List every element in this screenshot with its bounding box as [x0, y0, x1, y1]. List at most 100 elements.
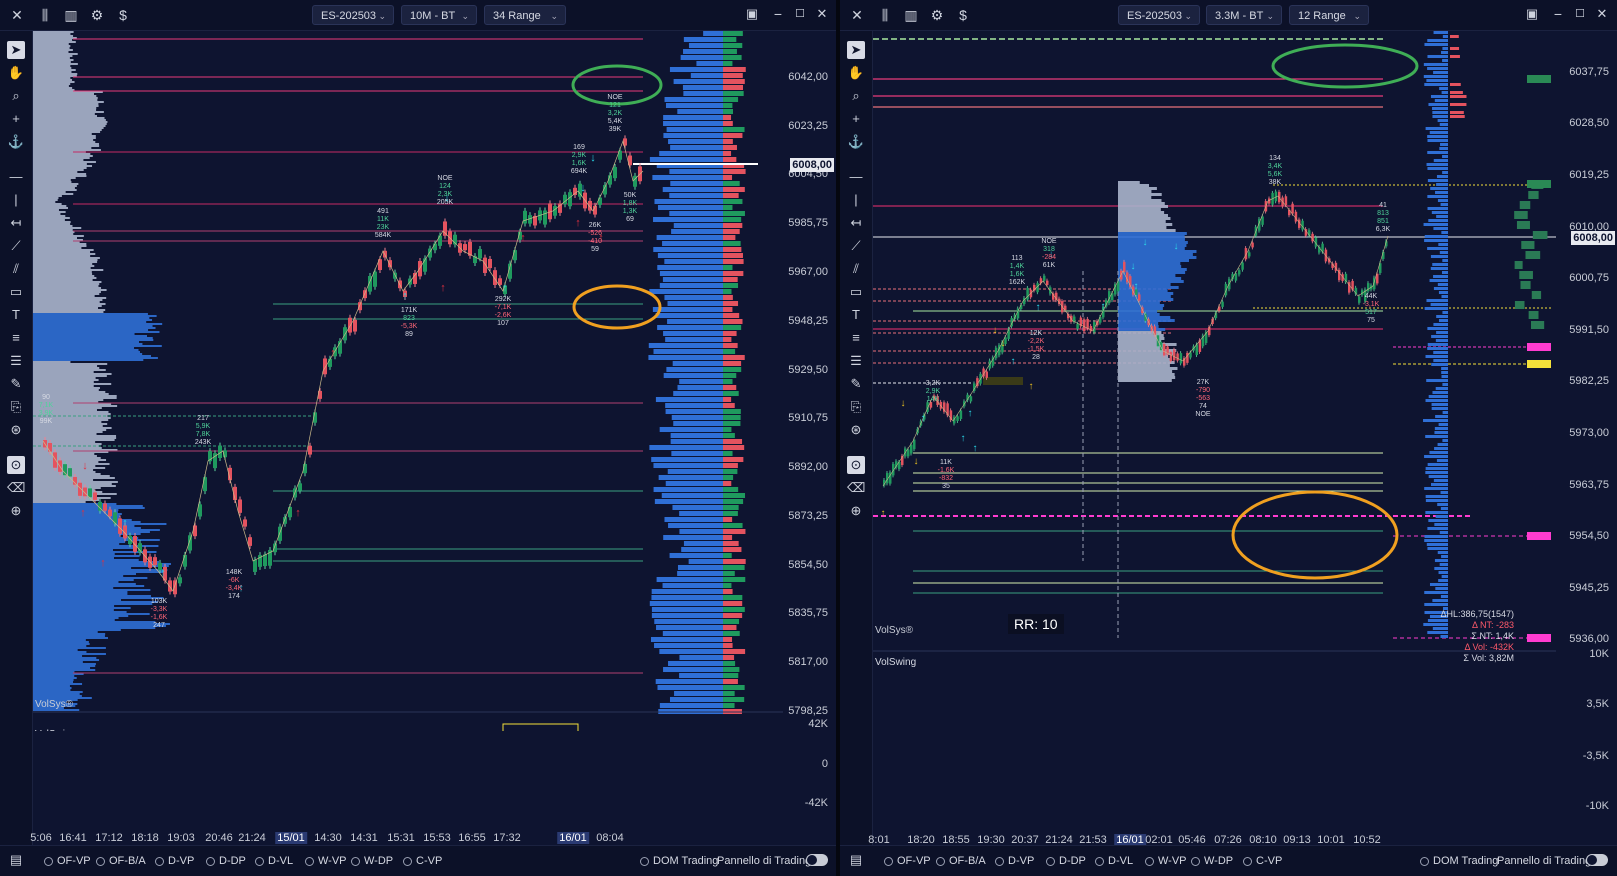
- radio-w-vp[interactable]: W-VP: [1145, 855, 1187, 867]
- close-icon[interactable]: ✕: [11, 7, 23, 23]
- close-window-icon[interactable]: ✕: [816, 6, 828, 21]
- vline-icon[interactable]: |: [854, 192, 858, 207]
- dollar-icon[interactable]: $: [119, 7, 127, 23]
- cursor-icon[interactable]: ➤: [7, 41, 25, 59]
- price-chart[interactable]: ↓↓↓↑↑↑↑↑↓↑↑↑↑↑↑↑↑NOE1213,2K5,4K39K1692,9…: [33, 31, 783, 731]
- menu-icon[interactable]: ▤: [9, 852, 23, 867]
- brush-icon[interactable]: ✎: [10, 376, 22, 391]
- fib-icon[interactable]: ⫽: [853, 261, 859, 276]
- price-chart[interactable]: ↓↓ ↓↓↑↑↑↑↑↑↑↑↑↓↓↓↑↓1343,4K5,6K38K41813851…: [873, 31, 1556, 671]
- panel-divider[interactable]: [836, 0, 840, 876]
- minimize-icon[interactable]: −: [1553, 6, 1563, 22]
- eraser-icon[interactable]: ⌫: [847, 480, 866, 495]
- radio-c-vp[interactable]: C-VP: [403, 855, 442, 867]
- range-dropdown[interactable]: 12 Range ⌄: [1289, 5, 1369, 25]
- range-dropdown[interactable]: 34 Range ⌄: [484, 5, 566, 25]
- radio-w-vp[interactable]: W-VP: [305, 855, 347, 867]
- anchor-icon[interactable]: ⚓: [847, 134, 865, 149]
- radio-w-dp[interactable]: W-DP: [1191, 855, 1233, 867]
- measure-icon[interactable]: ⎘: [10, 399, 22, 414]
- candles-icon[interactable]: ⫼: [41, 7, 49, 23]
- profile-bar: [33, 397, 117, 399]
- radio-d-vp[interactable]: D-VP: [995, 855, 1034, 867]
- settings-icon[interactable]: ⚙: [90, 7, 104, 23]
- hook-icon[interactable]: ⊙: [7, 456, 25, 474]
- menu-icon[interactable]: ☰: [10, 353, 22, 368]
- anchor-icon[interactable]: ⚓: [7, 134, 25, 149]
- radio-d-vl[interactable]: D-VL: [255, 855, 293, 867]
- bars-icon[interactable]: ▥: [904, 7, 918, 23]
- hand-icon[interactable]: ✋: [7, 65, 25, 80]
- menu-icon[interactable]: ☰: [850, 353, 862, 368]
- text-icon[interactable]: T: [852, 307, 860, 322]
- radio-w-dp[interactable]: W-DP: [351, 855, 393, 867]
- measure-icon[interactable]: ⎘: [850, 399, 862, 414]
- radio-of-b-a[interactable]: OF-B/A: [96, 855, 146, 867]
- timeframe-dropdown[interactable]: 3.3M - BT ⌄: [1206, 5, 1282, 25]
- list-icon[interactable]: ≡: [12, 330, 20, 345]
- cursor-icon[interactable]: ➤: [847, 41, 865, 59]
- zoom-icon[interactable]: ⌕: [12, 88, 20, 103]
- radio-d-vl[interactable]: D-VL: [1095, 855, 1133, 867]
- profile-bar: [33, 599, 122, 601]
- magnet-icon[interactable]: ⊛: [850, 422, 862, 437]
- delta-bar: [723, 133, 743, 138]
- candle-body: [1294, 211, 1298, 222]
- trendline-icon[interactable]: ⟋: [851, 238, 861, 253]
- data-label: 292K: [495, 296, 512, 303]
- radio-c-vp[interactable]: C-VP: [1243, 855, 1282, 867]
- volume-bar: [1427, 527, 1448, 530]
- close-window-icon[interactable]: ✕: [1596, 6, 1608, 21]
- rect-icon[interactable]: ▭: [849, 284, 863, 299]
- radio-of-vp[interactable]: OF-VP: [884, 855, 931, 867]
- signal-arrow: ↓: [580, 182, 586, 194]
- zoom-icon[interactable]: ⌕: [852, 88, 860, 103]
- trendline-icon[interactable]: ⟋: [11, 238, 21, 253]
- pannello-toggle[interactable]: [1586, 854, 1608, 866]
- dom-trading-radio[interactable]: DOM Trading: [640, 855, 718, 867]
- timeframe-dropdown[interactable]: 10M - BT ⌄: [401, 5, 477, 25]
- maximize-icon[interactable]: ☐: [1575, 8, 1585, 20]
- ray-icon[interactable]: ↤: [850, 215, 862, 230]
- ray-icon[interactable]: ↤: [10, 215, 22, 230]
- hline-icon[interactable]: —: [849, 169, 863, 184]
- hook-icon[interactable]: ⊙: [847, 456, 865, 474]
- dollar-icon[interactable]: $: [959, 7, 967, 23]
- candle-body: [628, 155, 632, 166]
- list-icon[interactable]: ≡: [852, 330, 860, 345]
- bars-icon[interactable]: ▥: [64, 7, 78, 23]
- maximize-icon[interactable]: ☐: [795, 8, 805, 20]
- symbol-dropdown[interactable]: ES-202503 ⌄: [312, 5, 394, 25]
- window-icon[interactable]: ▣: [1525, 6, 1539, 21]
- radio-of-vp[interactable]: OF-VP: [44, 855, 91, 867]
- hline-icon[interactable]: —: [9, 169, 23, 184]
- dom-trading-radio[interactable]: DOM Trading: [1420, 855, 1498, 867]
- menu-icon[interactable]: ▤: [849, 852, 863, 867]
- crosshair-icon[interactable]: +: [12, 111, 20, 126]
- brush-icon[interactable]: ✎: [850, 376, 862, 391]
- radio-d-vp[interactable]: D-VP: [155, 855, 194, 867]
- text-icon[interactable]: T: [12, 307, 20, 322]
- rect-icon[interactable]: ▭: [9, 284, 23, 299]
- profile-bar: [33, 637, 109, 639]
- fib-icon[interactable]: ⫽: [13, 261, 19, 276]
- volume-bar: [1440, 491, 1448, 494]
- crosshair-icon[interactable]: +: [852, 111, 860, 126]
- window-icon[interactable]: ▣: [745, 6, 759, 21]
- radio-d-dp[interactable]: D-DP: [1046, 855, 1086, 867]
- hand-icon[interactable]: ✋: [847, 65, 865, 80]
- candles-icon[interactable]: ⫼: [881, 7, 889, 23]
- magnet-icon[interactable]: ⊛: [10, 422, 22, 437]
- radio-of-b-a[interactable]: OF-B/A: [936, 855, 986, 867]
- oscillator-tick: -10K: [1585, 800, 1609, 812]
- settings-icon[interactable]: ⚙: [930, 7, 944, 23]
- close-icon[interactable]: ✕: [851, 7, 863, 23]
- symbol-dropdown[interactable]: ES-202503 ⌄: [1118, 5, 1200, 25]
- lock-icon[interactable]: ⊕: [10, 503, 22, 518]
- vline-icon[interactable]: |: [14, 192, 18, 207]
- lock-icon[interactable]: ⊕: [850, 503, 862, 518]
- minimize-icon[interactable]: −: [773, 6, 783, 22]
- pannello-toggle[interactable]: [806, 854, 828, 866]
- eraser-icon[interactable]: ⌫: [7, 480, 26, 495]
- radio-d-dp[interactable]: D-DP: [206, 855, 246, 867]
